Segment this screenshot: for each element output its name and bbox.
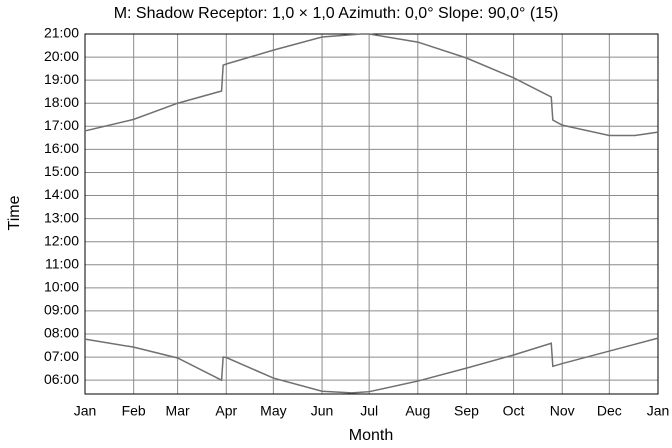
x-tick-label: Oct [503, 403, 525, 419]
y-tick-label: 18:00 [44, 94, 79, 110]
x-tick-label: Mar [166, 403, 190, 419]
y-tick-label: 08:00 [44, 325, 79, 341]
y-tick-label: 13:00 [44, 209, 79, 225]
y-tick-label: 07:00 [44, 348, 79, 364]
y-tick-label: 15:00 [44, 163, 79, 179]
x-tick-label: Feb [122, 403, 146, 419]
x-tick-label: Nov [550, 403, 575, 419]
y-tick-label: 17:00 [44, 117, 79, 133]
x-tick-label: Dec [597, 403, 622, 419]
y-tick-label: 06:00 [44, 371, 79, 387]
x-axis-label: Month [349, 427, 393, 444]
y-tick-label: 09:00 [44, 302, 79, 318]
y-tick-label: 12:00 [44, 232, 79, 248]
x-tick-label: Apr [215, 403, 237, 419]
line-series [84, 337, 659, 394]
y-tick-label: 19:00 [44, 71, 79, 87]
y-tick-label: 20:00 [44, 48, 79, 64]
y-axis-label: Time [6, 195, 23, 230]
y-tick-label: 11:00 [45, 255, 79, 271]
chart-title: M: Shadow Receptor: 1,0 × 1,0 Azimuth: 0… [114, 5, 559, 22]
line-series [84, 33, 659, 137]
plot-border [84, 33, 659, 395]
x-tick-label: Jul [360, 403, 378, 419]
y-tick-label: 14:00 [44, 186, 79, 202]
x-tick-label: Sep [454, 403, 479, 419]
x-tick-label: Jan [647, 403, 670, 419]
y-tick-label: 21:00 [44, 25, 79, 41]
y-tick-label: 10:00 [44, 279, 79, 295]
x-tick-label: Jan [74, 403, 97, 419]
y-tick-label: 16:00 [44, 140, 79, 156]
x-tick-label: Jun [311, 403, 334, 419]
x-tick-label: Aug [405, 403, 430, 419]
x-tick-label: May [260, 403, 286, 419]
